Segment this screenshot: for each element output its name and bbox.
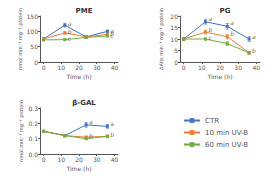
- svg-text:20: 20: [170, 13, 178, 20]
- svg-text:a: a: [230, 19, 234, 26]
- svg-text:150: 150: [27, 13, 39, 20]
- svg-text:30: 30: [93, 64, 101, 71]
- svg-text:ΔAbs min⁻¹ mg⁻¹ protein: ΔAbs min⁻¹ mg⁻¹ protein: [158, 8, 165, 70]
- svg-text:a: a: [208, 15, 212, 22]
- svg-text:0: 0: [42, 64, 46, 71]
- svg-text:b: b: [230, 30, 234, 37]
- svg-text:100: 100: [27, 28, 39, 35]
- svg-text:Time (h): Time (h): [65, 165, 91, 172]
- svg-text:40: 40: [111, 64, 119, 71]
- svg-text:20: 20: [75, 156, 83, 163]
- svg-text:Time (h): Time (h): [65, 73, 91, 80]
- svg-text:0.2: 0.2: [28, 120, 38, 127]
- svg-text:b: b: [110, 131, 114, 138]
- svg-text:a: a: [68, 20, 72, 27]
- svg-text:0.1: 0.1: [28, 135, 38, 142]
- svg-text:30: 30: [234, 64, 242, 71]
- svg-text:10: 10: [57, 156, 65, 163]
- svg-text:10: 10: [57, 64, 65, 71]
- svg-text:a: a: [252, 33, 256, 40]
- svg-text:PG: PG: [220, 7, 231, 15]
- svg-text:0: 0: [182, 64, 186, 71]
- svg-text:c: c: [68, 35, 72, 42]
- svg-text:40: 40: [111, 156, 119, 163]
- svg-text:0: 0: [174, 59, 178, 66]
- svg-text:nmol min⁻¹ mg⁻¹ protein: nmol min⁻¹ mg⁻¹ protein: [17, 8, 24, 70]
- svg-text:20: 20: [216, 64, 224, 71]
- svg-text:60 min UV-B: 60 min UV-B: [205, 141, 248, 149]
- svg-text:40: 40: [253, 64, 261, 71]
- svg-text:0.3: 0.3: [28, 105, 38, 112]
- svg-text:c: c: [110, 32, 114, 39]
- svg-text:30: 30: [93, 156, 101, 163]
- svg-text:10 min UV-B: 10 min UV-B: [205, 129, 248, 137]
- svg-text:c: c: [208, 34, 212, 41]
- svg-text:CTR: CTR: [205, 117, 219, 125]
- svg-text:0.0: 0.0: [28, 151, 38, 158]
- svg-text:PME: PME: [76, 7, 93, 15]
- svg-text:0: 0: [42, 156, 46, 163]
- svg-text:10: 10: [170, 36, 178, 43]
- svg-text:b: b: [89, 132, 93, 139]
- svg-text:b: b: [68, 28, 72, 35]
- svg-text:Time (h): Time (h): [206, 73, 232, 80]
- svg-text:0: 0: [34, 59, 38, 66]
- svg-text:5: 5: [174, 47, 178, 54]
- svg-text:a: a: [89, 118, 93, 125]
- svg-text:nmol min⁻¹ mg⁻¹ protein: nmol min⁻¹ mg⁻¹ protein: [18, 100, 25, 162]
- svg-text:20: 20: [75, 64, 83, 71]
- svg-text:b: b: [252, 47, 256, 54]
- svg-text:50: 50: [30, 43, 38, 50]
- svg-text:10: 10: [198, 64, 206, 71]
- svg-text:β-GAL: β-GAL: [72, 99, 96, 107]
- svg-text:b: b: [208, 26, 212, 33]
- svg-text:a: a: [110, 120, 114, 127]
- svg-text:15: 15: [170, 24, 178, 31]
